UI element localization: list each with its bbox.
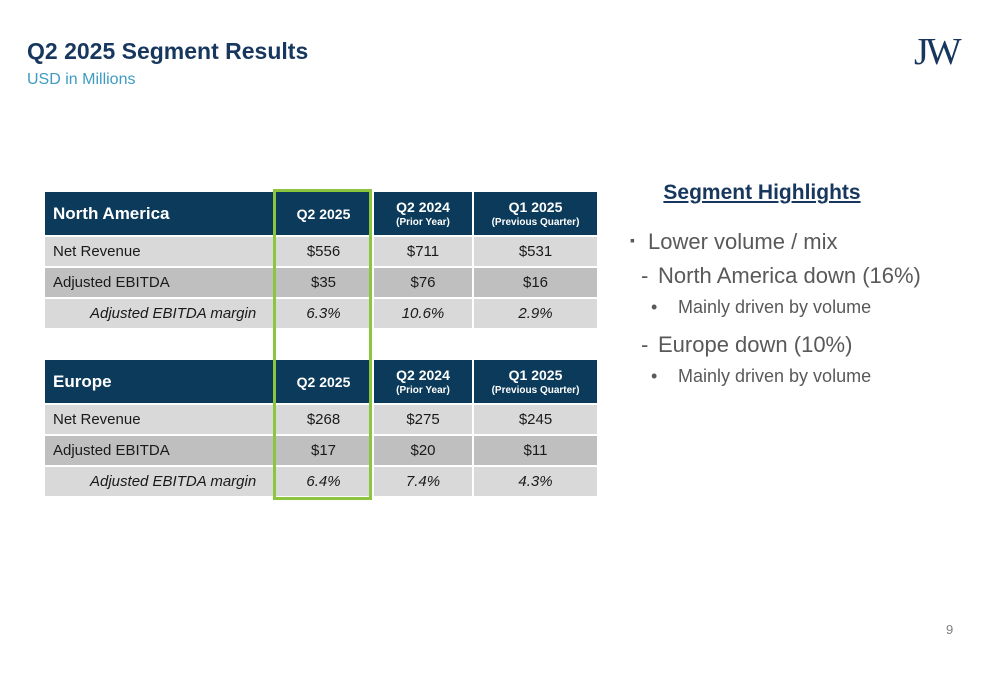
table-cell: 7.4% <box>374 467 472 496</box>
title: Q2 2025 Segment Results <box>27 38 309 64</box>
table-cell: $11 <box>474 436 597 465</box>
bullet-marker: - <box>641 332 649 357</box>
highlight-item: Mainly driven by volume <box>678 366 872 386</box>
table-cell: $17 <box>275 436 372 465</box>
row-label: Adjusted EBITDA <box>45 436 273 465</box>
table-cell: $711 <box>374 237 472 266</box>
logo: JW <box>914 31 962 73</box>
table-cell: $268 <box>275 405 372 434</box>
table-cell: 6.4% <box>275 467 372 496</box>
column-header: Q2 2024 (Prior Year) <box>374 192 472 235</box>
table-cell: $35 <box>275 268 372 297</box>
row-label: Adjusted EBITDA margin <box>45 467 273 496</box>
table-cell: 6.3% <box>275 299 372 328</box>
column-header: Q2 2025 <box>275 360 372 403</box>
bullet-marker: - <box>641 263 649 288</box>
bullet-marker: ▪ <box>630 232 635 248</box>
column-label: Q1 2025 <box>508 199 563 215</box>
table-cell: 10.6% <box>374 299 472 328</box>
column-header: Q2 2024 (Prior Year) <box>374 360 472 403</box>
row-label: Adjusted EBITDA margin <box>45 299 273 328</box>
column-label: Q2 2024 <box>396 199 450 215</box>
row-label: Adjusted EBITDA <box>45 268 273 297</box>
column-label: Q2 2025 <box>296 205 351 222</box>
table-cell: 2.9% <box>474 299 597 328</box>
table-header: North America <box>45 192 273 235</box>
table-cell: $76 <box>374 268 472 297</box>
highlight-box <box>273 189 372 500</box>
table-cell: $531 <box>474 237 597 266</box>
highlight-item: Lower volume / mix <box>648 229 838 254</box>
column-sublabel: (Prior Year) <box>396 385 450 396</box>
table-cell: $245 <box>474 405 597 434</box>
column-header: Q1 2025 (Previous Quarter) <box>474 360 597 403</box>
column-label: Q2 2025 <box>296 373 351 390</box>
page-number: 9 <box>946 622 954 637</box>
column-sublabel: (Previous Quarter) <box>491 385 580 396</box>
highlights-title: Segment Highlights <box>663 181 861 204</box>
column-header: Q1 2025 (Previous Quarter) <box>474 192 597 235</box>
column-label: Q2 2024 <box>396 367 450 383</box>
row-label: Net Revenue <box>45 405 273 434</box>
highlight-item: Mainly driven by volume <box>678 297 872 317</box>
bullet-marker: • <box>651 297 658 317</box>
column-label: Q1 2025 <box>508 367 563 383</box>
column-header: Q2 2025 <box>275 192 372 235</box>
column-sublabel: (Prior Year) <box>396 217 450 228</box>
row-label: Net Revenue <box>45 237 273 266</box>
table-cell: $556 <box>275 237 372 266</box>
table-header: Europe <box>45 360 273 403</box>
highlight-item: North America down (16%) <box>658 263 921 288</box>
table-cell: $20 <box>374 436 472 465</box>
bullet-marker: • <box>651 366 658 386</box>
table-cell: $275 <box>374 405 472 434</box>
highlight-item: Europe down (10%) <box>658 332 853 357</box>
column-sublabel: (Previous Quarter) <box>491 217 580 228</box>
table-cell: $16 <box>474 268 597 297</box>
table-cell: 4.3% <box>474 467 597 496</box>
subtitle: USD in Millions <box>27 71 136 88</box>
